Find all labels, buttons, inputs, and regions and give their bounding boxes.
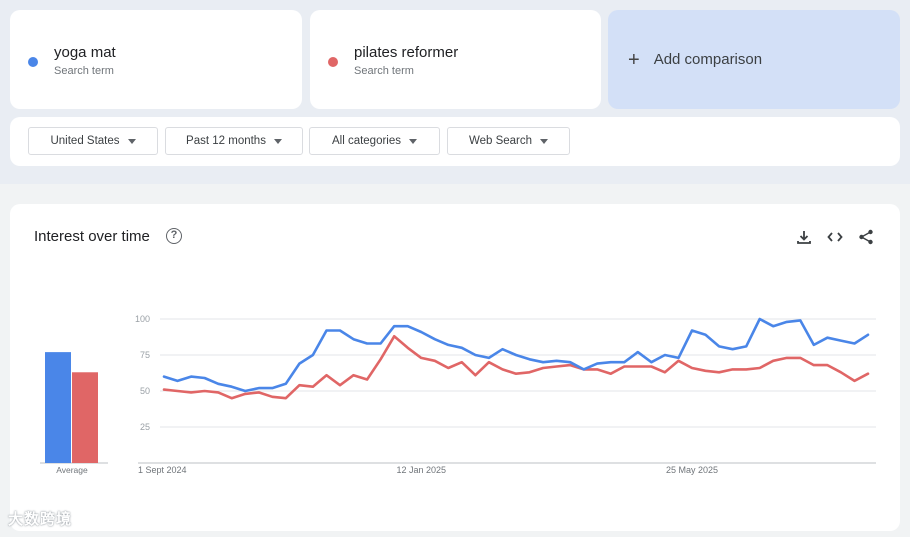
plus-icon: + bbox=[628, 48, 640, 71]
x-tick-label: 1 Sept 2024 bbox=[138, 465, 187, 475]
y-tick-label: 75 bbox=[140, 350, 150, 360]
search-term-name: pilates reformer bbox=[354, 44, 459, 61]
time-range-filter[interactable]: Past 12 months bbox=[165, 127, 303, 155]
average-bar-1 bbox=[45, 352, 71, 463]
dropdown-caret-icon bbox=[540, 138, 549, 144]
x-tick-label: 12 Jan 2025 bbox=[396, 465, 446, 475]
category-filter[interactable]: All categories bbox=[309, 127, 440, 155]
help-icon[interactable]: ? bbox=[166, 228, 182, 244]
filter-bar: United States Past 12 months All categor… bbox=[10, 117, 900, 166]
y-tick-label: 25 bbox=[140, 422, 150, 432]
y-tick-label: 100 bbox=[135, 314, 150, 324]
interest-over-time-card: Interest over time ? 100 75 50 25 1 Sept 202… bbox=[10, 204, 900, 531]
series-line-2 bbox=[162, 335, 870, 400]
search-term-type: Search term bbox=[354, 65, 414, 77]
search-term-card-1[interactable]: yoga mat Search term bbox=[10, 10, 302, 109]
chart-title: Interest over time bbox=[34, 228, 150, 245]
region-filter[interactable]: United States bbox=[28, 127, 158, 155]
series-line-1 bbox=[162, 317, 870, 393]
x-tick-label: 25 May 2025 bbox=[666, 465, 718, 475]
average-label: Average bbox=[56, 465, 88, 475]
average-bar-2 bbox=[72, 372, 98, 463]
add-comparison-label: Add comparison bbox=[653, 51, 763, 68]
add-comparison-button[interactable]: + Add comparison bbox=[608, 10, 900, 109]
embed-icon[interactable] bbox=[826, 228, 844, 246]
watermark-text: 大数跨境 bbox=[8, 511, 73, 528]
interest-chart: 100 75 50 25 1 Sept 2024 12 Jan 2025 25 May 20… bbox=[40, 314, 876, 475]
series-color-dot bbox=[328, 57, 338, 67]
share-icon[interactable] bbox=[857, 228, 875, 246]
watermark-logo: 大数跨境 bbox=[8, 508, 72, 529]
download-icon[interactable] bbox=[795, 228, 813, 246]
dropdown-caret-icon bbox=[409, 138, 418, 144]
search-term-type: Search term bbox=[54, 65, 114, 77]
search-type-filter-label: Web Search bbox=[468, 135, 533, 147]
search-term-name: yoga mat bbox=[54, 44, 116, 61]
region-filter-label: United States bbox=[50, 135, 120, 147]
y-tick-label: 50 bbox=[140, 386, 150, 396]
dropdown-caret-icon bbox=[127, 138, 136, 144]
category-filter-label: All categories bbox=[331, 135, 402, 147]
search-type-filter[interactable]: Web Search bbox=[447, 127, 570, 155]
time-range-filter-label: Past 12 months bbox=[186, 135, 266, 147]
dropdown-caret-icon bbox=[273, 138, 282, 144]
series-color-dot bbox=[28, 57, 38, 67]
search-term-card-2[interactable]: pilates reformer Search term bbox=[310, 10, 601, 109]
